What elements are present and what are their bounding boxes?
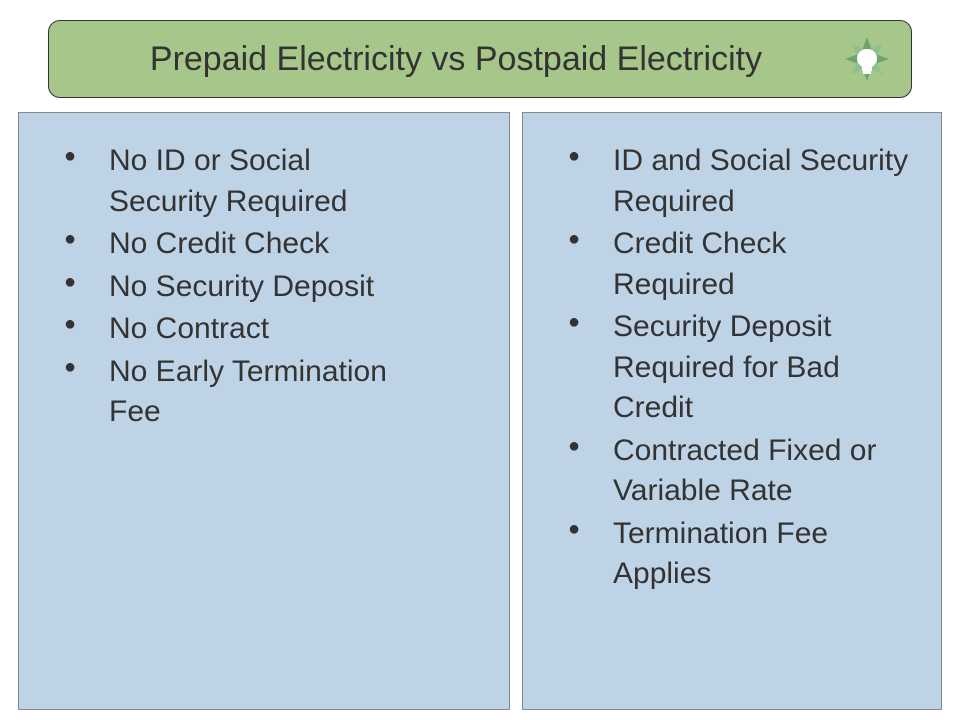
list-item: No Credit Check [79, 224, 409, 265]
prepaid-panel: No ID or Social Security Required No Cre… [18, 112, 510, 710]
comparison-columns: No ID or Social Security Required No Cre… [18, 112, 942, 710]
list-item: Termination Fee Applies [583, 514, 913, 595]
title-bar: Prepaid Electricity vs Postpaid Electric… [48, 20, 912, 98]
list-item: ID and Social Security Required [583, 141, 913, 222]
list-item: Contracted Fixed or Variable Rate [583, 431, 913, 512]
list-item: Security Deposit Required for Bad Credit [583, 307, 913, 429]
prepaid-list: No ID or Social Security Required No Cre… [29, 141, 409, 433]
postpaid-list: ID and Social Security Required Credit C… [533, 141, 913, 595]
list-item: No ID or Social Security Required [79, 141, 409, 222]
title-text: Prepaid Electricity vs Postpaid Electric… [69, 40, 843, 79]
postpaid-panel: ID and Social Security Required Credit C… [522, 112, 942, 710]
lightbulb-star-icon [843, 35, 891, 83]
list-item: No Early Termination Fee [79, 352, 409, 433]
list-item: Credit Check Required [583, 224, 913, 305]
list-item: No Security Deposit [79, 267, 409, 308]
list-item: No Contract [79, 309, 409, 350]
